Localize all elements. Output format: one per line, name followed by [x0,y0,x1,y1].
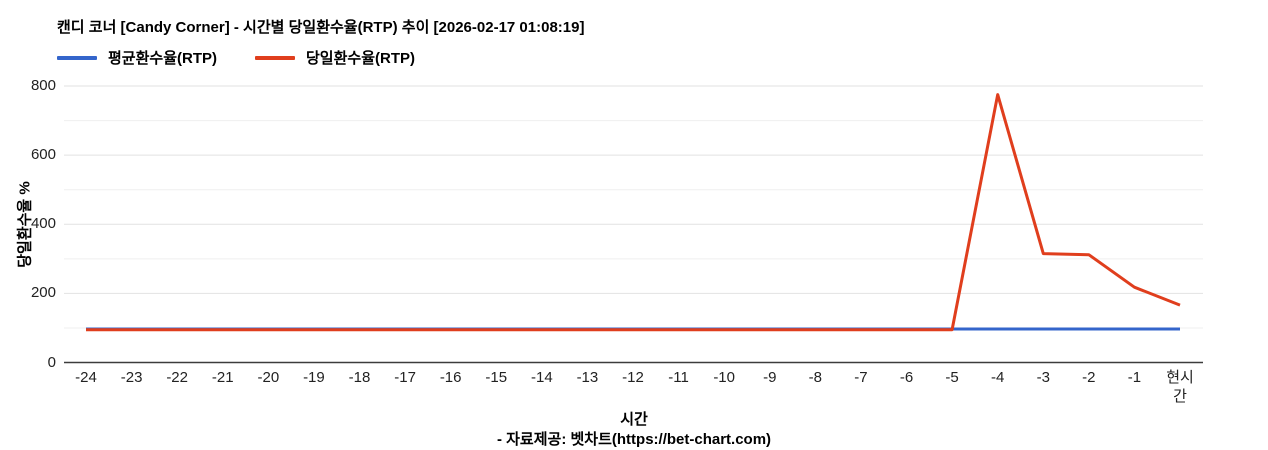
x-tick-label: -22 [166,369,188,386]
legend-label-daily-rtp: 당일환수율(RTP) [306,50,415,67]
x-tick-label: -11 [668,369,689,386]
x-tick-label: -17 [394,369,416,386]
x-tick-label: -8 [808,369,822,386]
chart-footer: - 자료제공: 벳차트(https://bet-chart.com) [496,431,772,448]
x-tick-label: -3 [1036,369,1050,386]
legend-item-average-rtp: 평균환수율(RTP) [57,47,217,68]
x-tick-label: -19 [303,369,325,386]
daily-rtp-line-swatch [255,55,295,60]
x-tick-label: -23 [120,369,143,386]
legend-item-daily-rtp: 당일환수율(RTP) [255,47,415,68]
y-tick-label: 0 [47,353,56,371]
x-tick-label: -6 [899,369,914,386]
x-tick-label: -4 [990,369,1005,386]
x-tick-label: -7 [854,369,868,386]
x-tick-label: -18 [348,369,371,386]
series-line-1 [86,93,1181,332]
x-tick-label: -16 [439,369,462,386]
x-tick-label: -5 [945,369,959,386]
x-tick-label: -9 [763,369,777,386]
x-tick-label: -2 [1082,369,1096,386]
y-tick-label: 600 [30,146,56,164]
legend-label-average-rtp: 평균환수율(RTP) [108,50,217,67]
x-tick-label: 현시간 [1166,369,1194,405]
x-tick-label: -15 [485,369,508,386]
y-tick-label: 400 [30,215,56,233]
x-tick-label: -13 [576,369,599,386]
x-tick-label: -20 [257,369,280,386]
x-tick-label: -12 [622,369,644,386]
x-tick-label: -10 [713,369,735,386]
average-rtp-line-swatch [57,55,97,60]
chart-legend: 평균환수율(RTP) 당일환수율(RTP) [57,47,415,68]
x-tick-label: -1 [1127,369,1142,386]
chart-title: 캔디 코너 [Candy Corner] - 시간별 당일환수율(RTP) 추이… [57,19,585,36]
x-tick-label: -24 [75,369,97,386]
x-axis-title: 시간 [620,411,648,428]
y-tick-label: 800 [30,77,56,94]
y-tick-label: 200 [30,284,56,302]
x-tick-label: -14 [530,369,553,386]
x-tick-label: -21 [211,369,234,386]
